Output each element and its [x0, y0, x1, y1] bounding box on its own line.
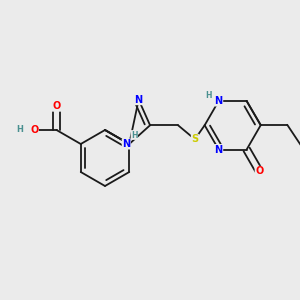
Text: H: H — [131, 130, 137, 140]
Text: O: O — [52, 101, 61, 111]
Text: N: N — [214, 96, 223, 106]
Text: N: N — [214, 145, 223, 154]
Text: N: N — [135, 95, 143, 105]
Text: N: N — [122, 139, 130, 149]
Text: O: O — [255, 166, 263, 176]
Text: H: H — [206, 91, 212, 100]
Text: S: S — [191, 134, 198, 144]
Text: H: H — [16, 125, 23, 134]
Text: O: O — [30, 125, 38, 135]
